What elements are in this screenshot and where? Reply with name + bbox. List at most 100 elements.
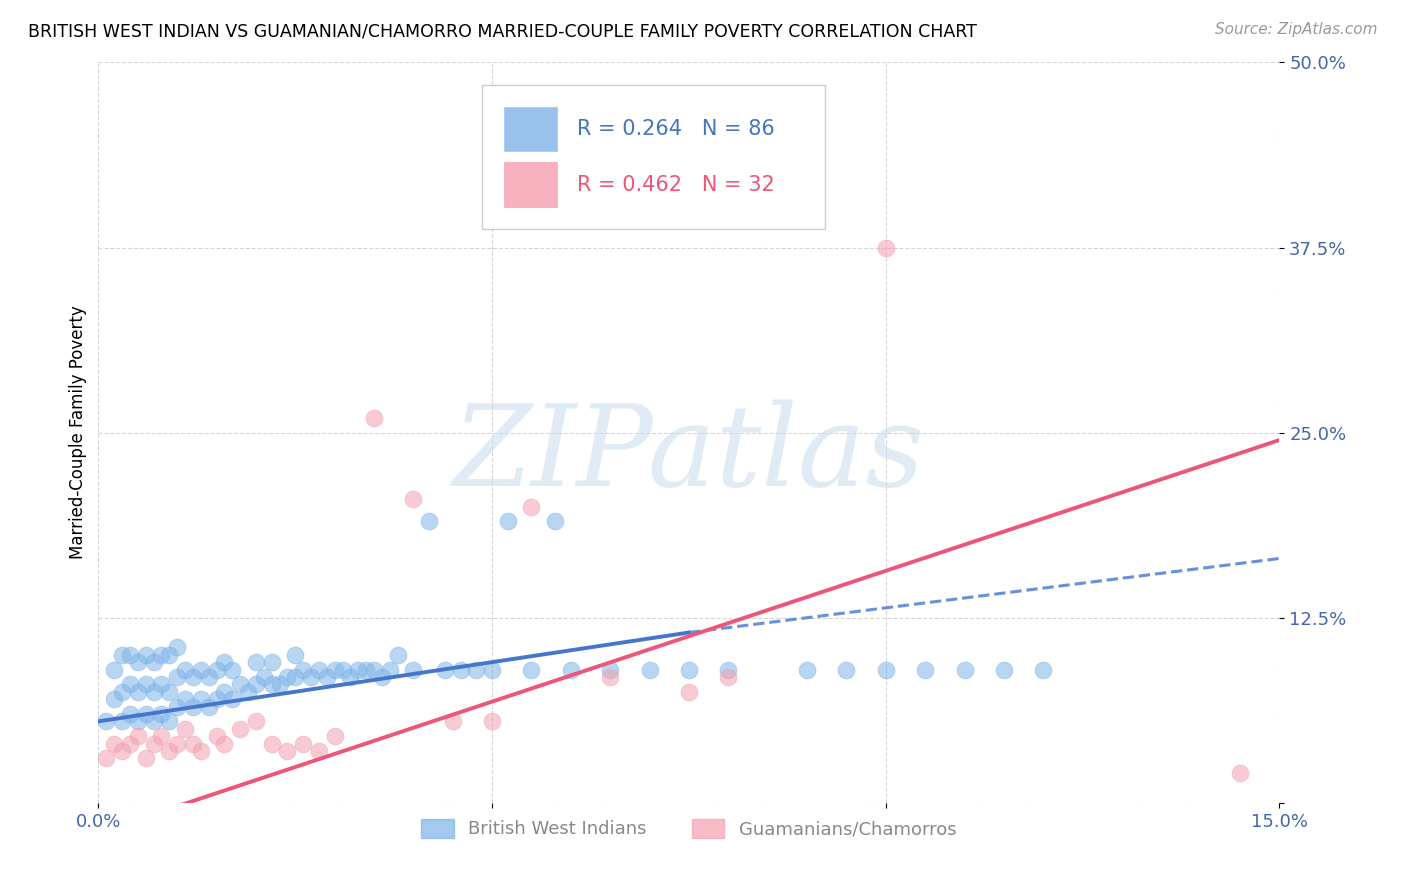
Point — [796, 663, 818, 677]
Point — [190, 663, 212, 677]
Point — [190, 744, 212, 758]
Point — [544, 515, 567, 529]
Point — [599, 670, 621, 684]
Point — [142, 685, 165, 699]
Point — [118, 737, 141, 751]
Point — [260, 655, 283, 669]
Text: ZIPatlas: ZIPatlas — [453, 400, 925, 510]
Point — [111, 648, 134, 662]
Text: BRITISH WEST INDIAN VS GUAMANIAN/CHAMORRO MARRIED-COUPLE FAMILY POVERTY CORRELAT: BRITISH WEST INDIAN VS GUAMANIAN/CHAMORR… — [28, 22, 977, 40]
Point — [197, 670, 219, 684]
Point — [276, 670, 298, 684]
Text: R = 0.264   N = 86: R = 0.264 N = 86 — [576, 119, 775, 139]
Point — [284, 670, 307, 684]
Point — [717, 670, 740, 684]
Point — [276, 744, 298, 758]
Point — [118, 706, 141, 721]
Point — [150, 648, 173, 662]
Point — [371, 670, 394, 684]
Point — [875, 663, 897, 677]
Point — [835, 663, 858, 677]
Point — [245, 655, 267, 669]
Point — [638, 663, 661, 677]
Text: R = 0.462   N = 32: R = 0.462 N = 32 — [576, 175, 775, 194]
Point — [205, 663, 228, 677]
Point — [96, 714, 118, 729]
Point — [157, 744, 180, 758]
Point — [197, 699, 219, 714]
Point — [127, 685, 149, 699]
Point — [150, 729, 173, 743]
Point — [135, 706, 157, 721]
Point — [135, 677, 157, 691]
Point — [236, 685, 259, 699]
Point — [678, 685, 700, 699]
FancyBboxPatch shape — [482, 85, 825, 229]
Point — [214, 655, 236, 669]
Point — [96, 751, 118, 765]
Point — [205, 692, 228, 706]
Point — [520, 663, 543, 677]
Point — [387, 648, 409, 662]
Point — [402, 663, 425, 677]
Point — [127, 655, 149, 669]
Point — [253, 670, 276, 684]
Point — [135, 751, 157, 765]
Point — [418, 515, 440, 529]
Point — [103, 663, 125, 677]
Point — [560, 663, 582, 677]
Point — [166, 640, 188, 655]
Point — [308, 663, 330, 677]
Point — [221, 663, 243, 677]
Point — [111, 685, 134, 699]
Point — [260, 677, 283, 691]
Point — [111, 714, 134, 729]
Point — [181, 699, 204, 714]
Text: Source: ZipAtlas.com: Source: ZipAtlas.com — [1215, 22, 1378, 37]
Point — [347, 663, 370, 677]
Point — [166, 699, 188, 714]
Point — [166, 670, 188, 684]
Point — [142, 737, 165, 751]
Point — [1032, 663, 1054, 677]
Point — [1229, 766, 1251, 780]
Point — [299, 670, 322, 684]
Point — [402, 492, 425, 507]
Point — [269, 677, 291, 691]
Y-axis label: Married-Couple Family Poverty: Married-Couple Family Poverty — [69, 306, 87, 559]
Point — [260, 737, 283, 751]
Point — [354, 663, 377, 677]
Point — [157, 648, 180, 662]
Point — [135, 648, 157, 662]
Point — [111, 744, 134, 758]
Point — [229, 722, 252, 736]
Point — [157, 685, 180, 699]
Point — [875, 240, 897, 255]
Point — [465, 663, 488, 677]
Point — [127, 714, 149, 729]
Point — [150, 677, 173, 691]
Point — [914, 663, 936, 677]
Point — [433, 663, 456, 677]
Point — [118, 648, 141, 662]
Legend: British West Indians, Guamanians/Chamorros: British West Indians, Guamanians/Chamorr… — [415, 812, 963, 846]
Point — [481, 714, 503, 729]
Point — [323, 663, 346, 677]
Point — [229, 677, 252, 691]
Point — [221, 692, 243, 706]
Point — [339, 670, 361, 684]
Point — [214, 685, 236, 699]
Point — [166, 737, 188, 751]
Point — [308, 744, 330, 758]
Point — [150, 706, 173, 721]
Point — [174, 692, 197, 706]
Point — [157, 714, 180, 729]
Point — [245, 714, 267, 729]
Point — [284, 648, 307, 662]
Point — [363, 663, 385, 677]
Bar — [503, 162, 557, 207]
Point — [292, 737, 315, 751]
Point — [315, 670, 337, 684]
Point — [103, 692, 125, 706]
Point — [214, 737, 236, 751]
